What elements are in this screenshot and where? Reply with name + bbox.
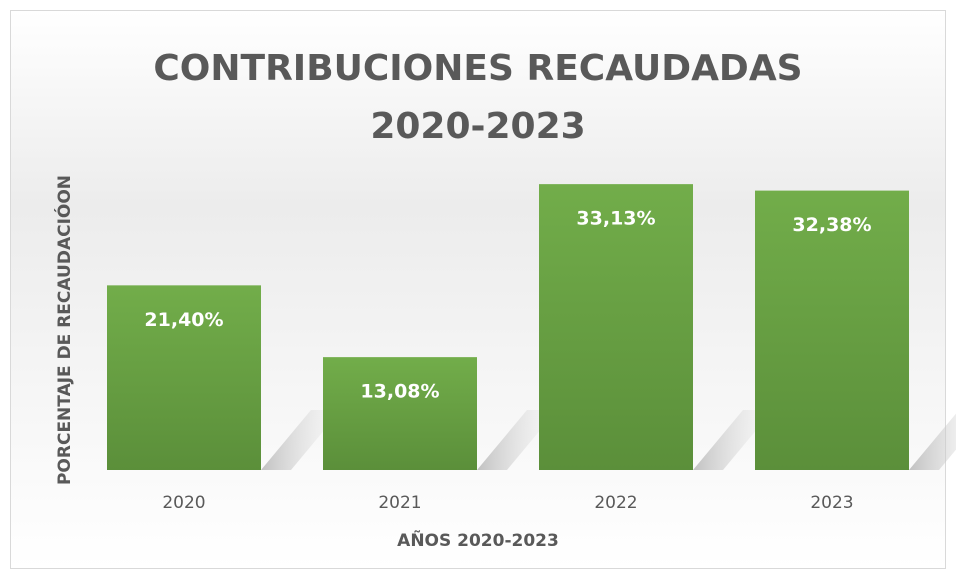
bar xyxy=(539,184,693,470)
data-label: 33,13% xyxy=(576,208,655,230)
bar-shadow xyxy=(261,410,341,470)
x-tick-label: 2020 xyxy=(162,493,205,513)
x-axis-label: AÑOS 2020-2023 xyxy=(397,528,559,551)
bar-shadow xyxy=(909,413,956,470)
bar-shadow xyxy=(477,410,557,470)
data-label: 13,08% xyxy=(360,381,439,403)
x-tick-label: 2022 xyxy=(594,493,637,513)
data-label: 32,38% xyxy=(792,214,871,236)
data-label: 21,40% xyxy=(144,309,223,331)
y-axis-label: PORCENTAJE DE RECAUDACIÓON xyxy=(53,175,75,485)
chart-title: CONTRIBUCIONES RECAUDADAS 2020-2023 xyxy=(153,48,803,147)
bar-shadow xyxy=(693,410,773,470)
x-tick-label: 2023 xyxy=(810,493,853,513)
x-tick-label: 2021 xyxy=(378,493,421,513)
bar xyxy=(755,190,909,470)
bar xyxy=(323,357,477,470)
bar xyxy=(107,285,261,470)
